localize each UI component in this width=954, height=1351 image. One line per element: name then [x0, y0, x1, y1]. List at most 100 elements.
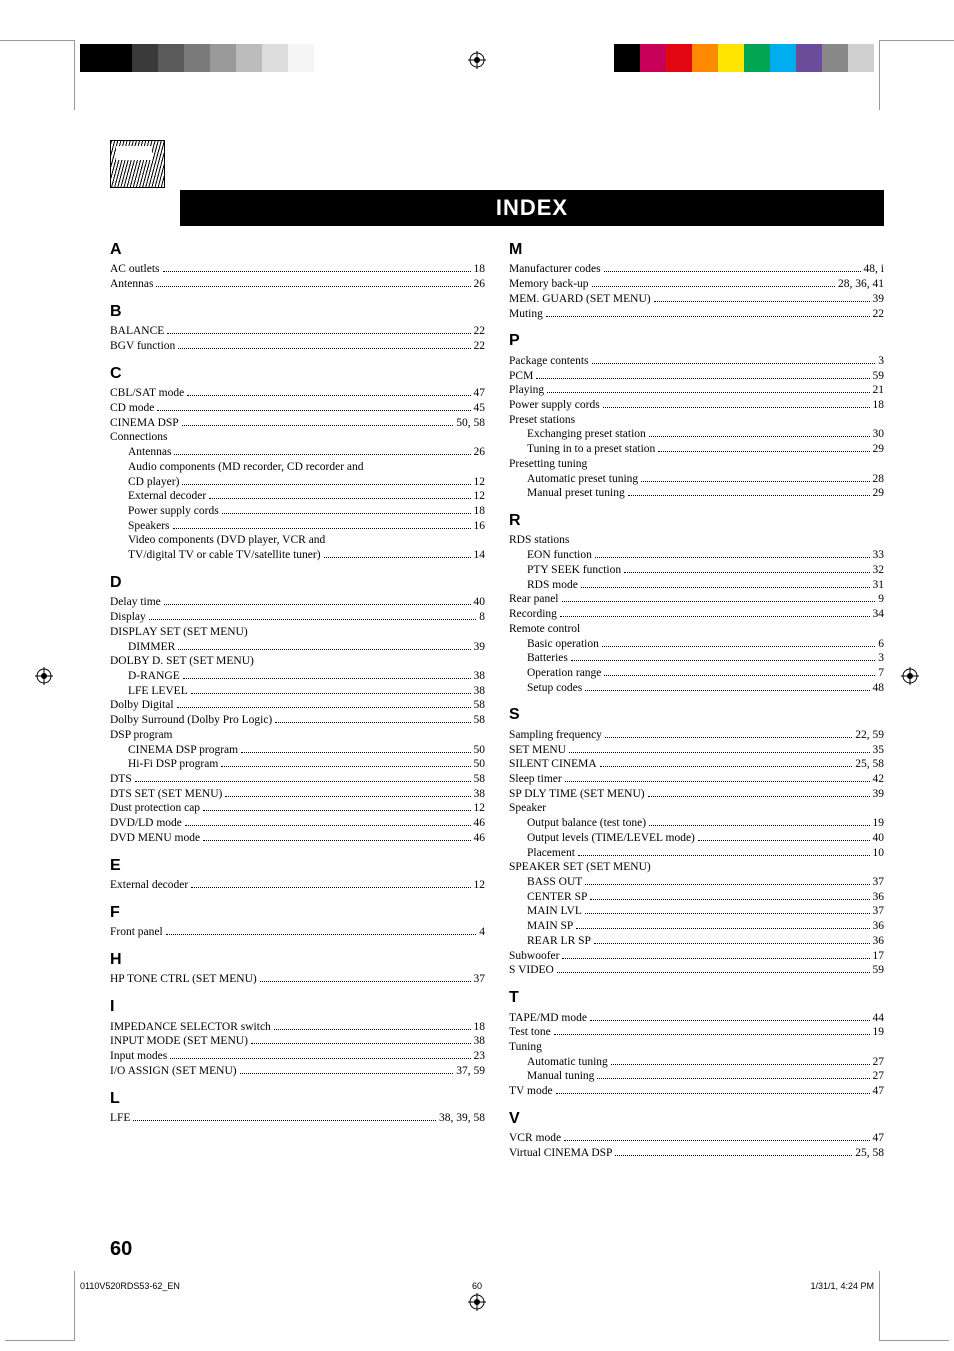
index-entry-page: 50	[474, 743, 486, 758]
leader-dots	[571, 660, 875, 661]
leader-dots	[177, 707, 471, 708]
index-entry-label: Antennas	[110, 277, 153, 292]
section-heading: R	[509, 511, 884, 531]
index-entry-page: 22	[474, 339, 486, 354]
section-heading: E	[110, 856, 485, 876]
color-swatch	[640, 44, 666, 72]
index-entry-label: IMPEDANCE SELECTOR switch	[110, 1020, 271, 1035]
index-entry-label: DVD/LD mode	[110, 816, 182, 831]
index-entry: Manufacturer codes48, i	[509, 262, 884, 277]
page-number: 60	[110, 1238, 132, 1261]
index-entry: External decoder12	[110, 489, 485, 504]
index-entry-page: 12	[474, 475, 486, 490]
leader-dots	[592, 363, 876, 364]
index-entry-page: 33	[873, 548, 885, 563]
index-entry-label: Hi-Fi DSP program	[128, 757, 218, 772]
leader-dots	[156, 286, 470, 287]
index-entry-label: Memory back-up	[509, 277, 589, 292]
index-entry: LFE LEVEL38	[110, 684, 485, 699]
leader-dots	[185, 825, 471, 826]
index-entry: TV mode 47	[509, 1084, 884, 1099]
index-entry-label: Batteries	[527, 651, 568, 666]
leader-dots	[183, 678, 471, 679]
leader-dots	[602, 646, 875, 647]
index-entry: DVD/LD mode46	[110, 816, 485, 831]
section-heading: B	[110, 302, 485, 322]
index-entry: Rear panel9	[509, 592, 884, 607]
index-entry-label: DISPLAY SET (SET MENU)	[110, 625, 248, 640]
index-entry-label: DIMMER	[128, 640, 175, 655]
color-swatch	[184, 44, 210, 72]
index-entry: PCM59	[509, 369, 884, 384]
index-entry-label: Setup codes	[527, 681, 582, 696]
leader-dots	[324, 557, 471, 558]
index-entry-page: 22	[873, 307, 885, 322]
crop-mark-tr	[879, 40, 949, 110]
index-entry: Preset stations	[509, 413, 884, 428]
index-entry: Output balance (test tone)19	[509, 816, 884, 831]
index-entry-label: DVD MENU mode	[110, 831, 200, 846]
index-entry-label: LFE	[110, 1111, 130, 1126]
index-entry: CINEMA DSP program50	[110, 743, 485, 758]
index-entry-label: External decoder	[110, 878, 188, 893]
index-entry-label: D-RANGE	[128, 669, 180, 684]
index-entry-label: SPEAKER SET (SET MENU)	[509, 860, 651, 875]
index-entry: Dolby Digital58	[110, 698, 485, 713]
index-column-left: AAC outlets18Antennas26BBALANCE22BGV fun…	[110, 240, 485, 1161]
leader-dots	[585, 690, 869, 691]
index-entry-page: 47	[873, 1084, 885, 1099]
section-heading: C	[110, 364, 485, 384]
crop-mark-br	[879, 1271, 949, 1341]
index-entry-page: 48	[873, 681, 885, 696]
index-entry-page: 36	[873, 934, 885, 949]
color-swatch	[288, 44, 314, 72]
index-entry: Remote control	[509, 622, 884, 637]
index-entry-label: BALANCE	[110, 324, 164, 339]
color-bar-right	[614, 44, 874, 72]
page-title: INDEX	[180, 190, 884, 226]
index-entry-label: Output balance (test tone)	[527, 816, 646, 831]
leader-dots	[641, 481, 869, 482]
index-entry-page: 58	[474, 698, 486, 713]
leader-dots	[595, 557, 870, 558]
index-entry-page: 17	[873, 949, 885, 964]
leader-dots	[135, 781, 471, 782]
index-entry-page: 39	[474, 640, 486, 655]
index-entry-label: Virtual CINEMA DSP	[509, 1146, 612, 1161]
leader-dots	[603, 407, 870, 408]
index-entry-label: Input modes	[110, 1049, 167, 1064]
index-entry: Placement10	[509, 846, 884, 861]
leader-dots	[187, 395, 470, 396]
index-entry: Test tone19	[509, 1025, 884, 1040]
leader-dots	[178, 348, 470, 349]
index-entry-label: Automatic tuning	[527, 1055, 608, 1070]
index-entry: Exchanging preset station30	[509, 427, 884, 442]
index-entry-label: RDS mode	[527, 578, 578, 593]
index-entry: TV/digital TV or cable TV/satellite tune…	[110, 548, 485, 563]
leader-dots	[649, 825, 869, 826]
index-entry-label: Tuning	[509, 1040, 542, 1055]
color-swatch	[692, 44, 718, 72]
leader-dots	[590, 899, 869, 900]
leader-dots	[191, 887, 470, 888]
index-entry: Speakers16	[110, 519, 485, 534]
index-entry: INPUT MODE (SET MENU)38	[110, 1034, 485, 1049]
index-entry: Subwoofer17	[509, 949, 884, 964]
index-entry-label: Preset stations	[509, 413, 575, 428]
index-entry: D-RANGE38	[110, 669, 485, 684]
index-entry: Recording34	[509, 607, 884, 622]
index-entry: BASS OUT37	[509, 875, 884, 890]
index-entry: AC outlets18	[110, 262, 485, 277]
index-entry-label: DOLBY D. SET (SET MENU)	[110, 654, 254, 669]
index-entry-page: 4	[479, 925, 485, 940]
index-entry-label: AC outlets	[110, 262, 160, 277]
index-entry-label: CD player)	[128, 475, 179, 490]
section-heading: V	[509, 1109, 884, 1129]
index-entry: CINEMA DSP50, 58	[110, 416, 485, 431]
index-entry-label: TV mode	[509, 1084, 553, 1099]
index-entry: Antennas26	[110, 277, 485, 292]
index-entry-page: 29	[873, 442, 885, 457]
leader-dots	[275, 722, 470, 723]
index-entry-label: PCM	[509, 369, 533, 384]
leader-dots	[225, 796, 470, 797]
